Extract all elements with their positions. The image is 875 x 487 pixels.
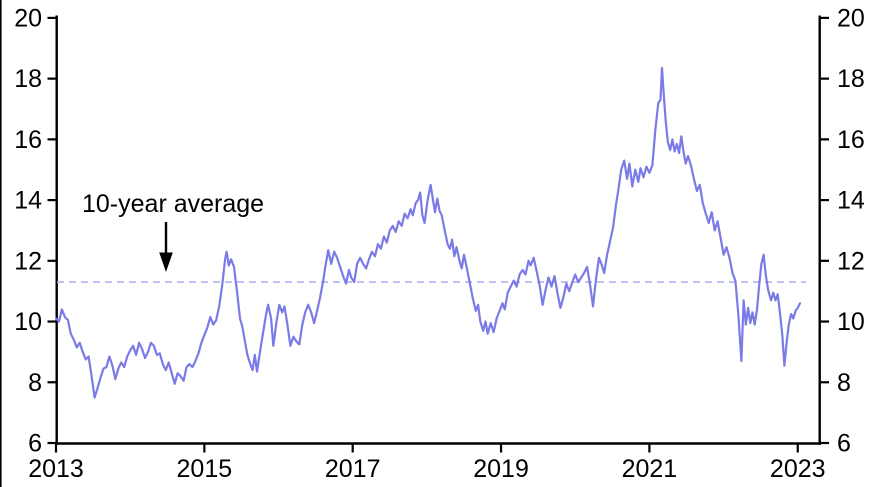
x-tick-label: 2019	[473, 455, 529, 483]
y-tick-label-left: 14	[14, 187, 42, 215]
y-tick-label-right: 8	[837, 369, 851, 397]
axes-frame	[55, 15, 821, 445]
y-tick-label-right: 10	[837, 308, 865, 336]
y-tick-label-left: 18	[14, 65, 42, 93]
annotation-label: 10-year average	[82, 190, 264, 218]
y-tick-label-left: 16	[14, 126, 42, 154]
x-tick-label: 2013	[28, 455, 84, 483]
x-axis-labels: 2013 2015 2017 2019 2021 2023	[28, 455, 825, 483]
x-axis-ticks	[54, 444, 799, 453]
y-axis-ticks-left	[47, 16, 56, 445]
y-tick-label-right: 16	[837, 126, 865, 154]
y-tick-label-left: 20	[14, 4, 42, 32]
y-tick-label-left: 8	[28, 369, 42, 397]
annotation-arrow-head-icon	[159, 252, 173, 272]
x-tick-label: 2021	[622, 455, 678, 483]
y-tick-label-left: 10	[14, 308, 42, 336]
y-tick-label-right: 18	[837, 65, 865, 93]
data-series-line	[54, 66, 802, 399]
y-tick-label-right: 12	[837, 247, 865, 275]
y-tick-label-right: 14	[837, 187, 865, 215]
y-tick-label-right: 6	[837, 430, 851, 458]
average-annotation: 10-year average	[82, 190, 264, 272]
x-tick-label: 2017	[325, 455, 381, 483]
x-tick-label: 2015	[177, 455, 233, 483]
y-axis-labels-right: 6 8 10 12 14 16 18 20	[837, 4, 865, 457]
y-axis-ticks-right	[820, 16, 829, 445]
y-tick-label-right: 20	[837, 4, 865, 32]
x-tick-label: 2023	[770, 455, 826, 483]
y-axis-labels-left: 6 8 10 12 14 16 18 20	[14, 4, 42, 457]
y-tick-label-left: 12	[14, 247, 42, 275]
y-tick-label-left: 6	[28, 430, 42, 458]
